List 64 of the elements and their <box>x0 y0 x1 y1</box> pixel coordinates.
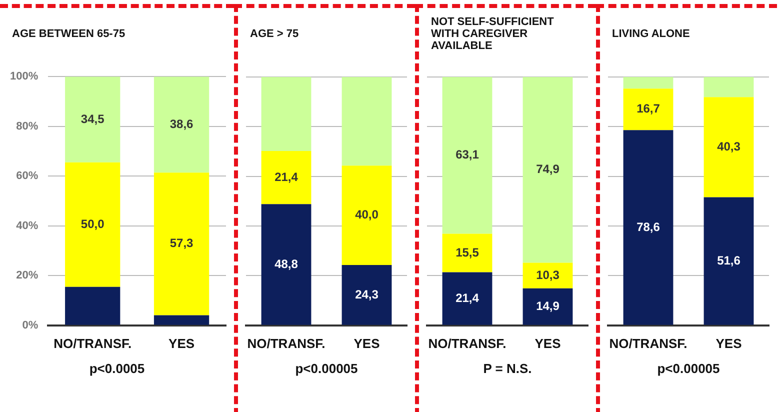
chart-title: LIVING ALONE <box>611 27 691 42</box>
bar <box>154 76 210 173</box>
data-label: 16,7 <box>636 102 660 116</box>
bar <box>342 77 392 166</box>
chart-title: AGE BETWEEN 65-75 <box>11 27 126 42</box>
bar <box>261 204 312 325</box>
bar <box>442 272 492 325</box>
data-label: 57,3 <box>170 236 194 250</box>
bar <box>342 166 392 266</box>
data-label: 21,4 <box>274 170 298 184</box>
bar <box>154 172 210 316</box>
bar <box>522 77 573 263</box>
x-tick-label: YES <box>534 336 562 351</box>
text: p<0.00005 <box>656 361 721 376</box>
data-label: 21,4 <box>456 290 480 305</box>
data-label: 51,6 <box>717 253 741 268</box>
data-label: 38,6 <box>170 116 194 131</box>
data-label: 63,1 <box>456 148 480 162</box>
bar <box>342 265 392 325</box>
bar <box>623 130 674 325</box>
bar <box>261 77 312 152</box>
data-label: 48,8 <box>274 256 298 271</box>
bar <box>623 77 674 89</box>
data-label: 78,6 <box>636 220 660 234</box>
data-label: 15,5 <box>456 245 480 260</box>
bar <box>65 286 120 325</box>
bar <box>65 162 120 287</box>
y-tick-label: 0% <box>22 319 38 332</box>
bar <box>154 315 210 325</box>
y-tick-label: 20% <box>16 270 38 282</box>
data-label: 14,9 <box>536 298 560 313</box>
data-label: 10,3 <box>536 268 560 282</box>
bar <box>704 97 754 198</box>
bar <box>704 77 754 98</box>
text: p<0.00005 <box>294 361 359 376</box>
y-tick-label: 80% <box>16 120 38 132</box>
bar <box>522 262 573 288</box>
data-label: 24,3 <box>355 287 379 302</box>
y-tick-label: 40% <box>16 220 38 232</box>
data-label: 40,3 <box>717 139 741 154</box>
x-tick-label: YES <box>168 336 195 351</box>
bar <box>704 197 754 325</box>
y-tick-label: 100% <box>10 70 38 83</box>
bar <box>65 76 120 162</box>
chart-title: AGE > 75 <box>249 27 300 42</box>
chart-title: NOT SELF-SUFFICIENT WITH CAREGIVER AVAILABLE <box>430 15 555 54</box>
x-tick-label: YES <box>354 336 380 351</box>
data-label: 74,9 <box>536 162 560 176</box>
bar <box>623 88 674 130</box>
y-tick-label: 60% <box>16 170 38 182</box>
x-tick-label: NO/TRANSF. <box>247 336 326 351</box>
data-label: 50,0 <box>80 216 105 231</box>
bar <box>442 234 492 272</box>
x-tick-label: NO/TRANSF. <box>428 336 506 351</box>
x-tick-label: YES <box>716 336 742 351</box>
data-label: 40,0 <box>355 208 379 222</box>
text: P = N.S. <box>482 361 533 376</box>
text: p<0.0005 <box>88 361 146 376</box>
bar <box>442 77 492 234</box>
data-label: 34,5 <box>80 112 105 126</box>
x-tick-label: NO/TRANSF. <box>54 336 132 351</box>
x-tick-label: NO/TRANSF. <box>609 336 688 351</box>
bar <box>522 288 573 325</box>
bar <box>261 151 312 204</box>
